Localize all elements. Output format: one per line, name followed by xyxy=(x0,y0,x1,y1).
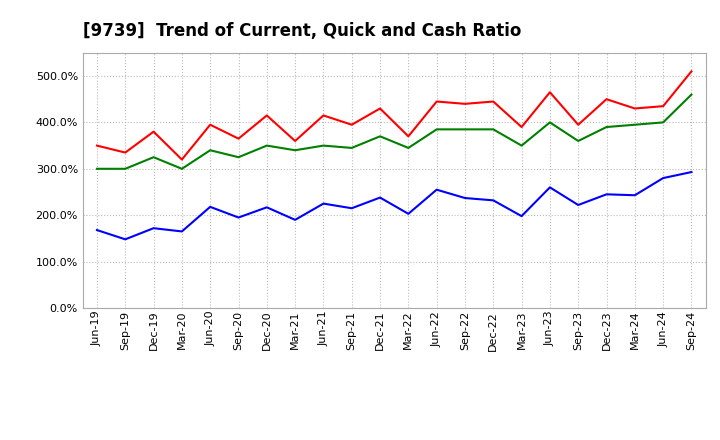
Cash Ratio xyxy=(631,193,639,198)
Quick Ratio xyxy=(546,120,554,125)
Current Ratio xyxy=(404,134,413,139)
Cash Ratio xyxy=(319,201,328,206)
Cash Ratio xyxy=(234,215,243,220)
Quick Ratio xyxy=(93,166,102,172)
Cash Ratio xyxy=(517,213,526,219)
Cash Ratio xyxy=(461,195,469,201)
Current Ratio xyxy=(178,157,186,162)
Quick Ratio xyxy=(263,143,271,148)
Cash Ratio xyxy=(263,205,271,210)
Quick Ratio xyxy=(489,127,498,132)
Current Ratio xyxy=(489,99,498,104)
Quick Ratio xyxy=(234,154,243,160)
Quick Ratio xyxy=(404,145,413,150)
Current Ratio xyxy=(319,113,328,118)
Current Ratio xyxy=(659,103,667,109)
Current Ratio xyxy=(291,138,300,143)
Cash Ratio xyxy=(404,211,413,216)
Quick Ratio xyxy=(461,127,469,132)
Current Ratio xyxy=(376,106,384,111)
Current Ratio xyxy=(206,122,215,127)
Line: Quick Ratio: Quick Ratio xyxy=(97,95,691,169)
Cash Ratio xyxy=(546,185,554,190)
Cash Ratio xyxy=(574,202,582,208)
Quick Ratio xyxy=(517,143,526,148)
Current Ratio xyxy=(234,136,243,141)
Quick Ratio xyxy=(206,147,215,153)
Cash Ratio xyxy=(206,204,215,209)
Cash Ratio xyxy=(178,229,186,234)
Current Ratio xyxy=(461,101,469,106)
Quick Ratio xyxy=(121,166,130,172)
Quick Ratio xyxy=(319,143,328,148)
Quick Ratio xyxy=(149,154,158,160)
Quick Ratio xyxy=(574,138,582,143)
Quick Ratio xyxy=(291,147,300,153)
Current Ratio xyxy=(602,96,611,102)
Cash Ratio xyxy=(432,187,441,192)
Quick Ratio xyxy=(178,166,186,172)
Current Ratio xyxy=(687,69,696,74)
Cash Ratio xyxy=(489,198,498,203)
Current Ratio xyxy=(121,150,130,155)
Cash Ratio xyxy=(376,195,384,200)
Quick Ratio xyxy=(376,134,384,139)
Quick Ratio xyxy=(631,122,639,127)
Current Ratio xyxy=(631,106,639,111)
Cash Ratio xyxy=(121,237,130,242)
Quick Ratio xyxy=(659,120,667,125)
Cash Ratio xyxy=(348,205,356,211)
Quick Ratio xyxy=(687,92,696,97)
Text: [9739]  Trend of Current, Quick and Cash Ratio: [9739] Trend of Current, Quick and Cash … xyxy=(83,22,521,40)
Current Ratio xyxy=(574,122,582,127)
Current Ratio xyxy=(432,99,441,104)
Current Ratio xyxy=(517,125,526,130)
Current Ratio xyxy=(348,122,356,127)
Cash Ratio xyxy=(659,176,667,181)
Current Ratio xyxy=(546,90,554,95)
Quick Ratio xyxy=(348,145,356,150)
Cash Ratio xyxy=(149,226,158,231)
Cash Ratio xyxy=(291,217,300,223)
Line: Current Ratio: Current Ratio xyxy=(97,71,691,160)
Quick Ratio xyxy=(602,125,611,130)
Cash Ratio xyxy=(602,192,611,197)
Current Ratio xyxy=(263,113,271,118)
Cash Ratio xyxy=(93,227,102,233)
Current Ratio xyxy=(149,129,158,134)
Line: Cash Ratio: Cash Ratio xyxy=(97,172,691,239)
Cash Ratio xyxy=(687,169,696,175)
Quick Ratio xyxy=(432,127,441,132)
Current Ratio xyxy=(93,143,102,148)
